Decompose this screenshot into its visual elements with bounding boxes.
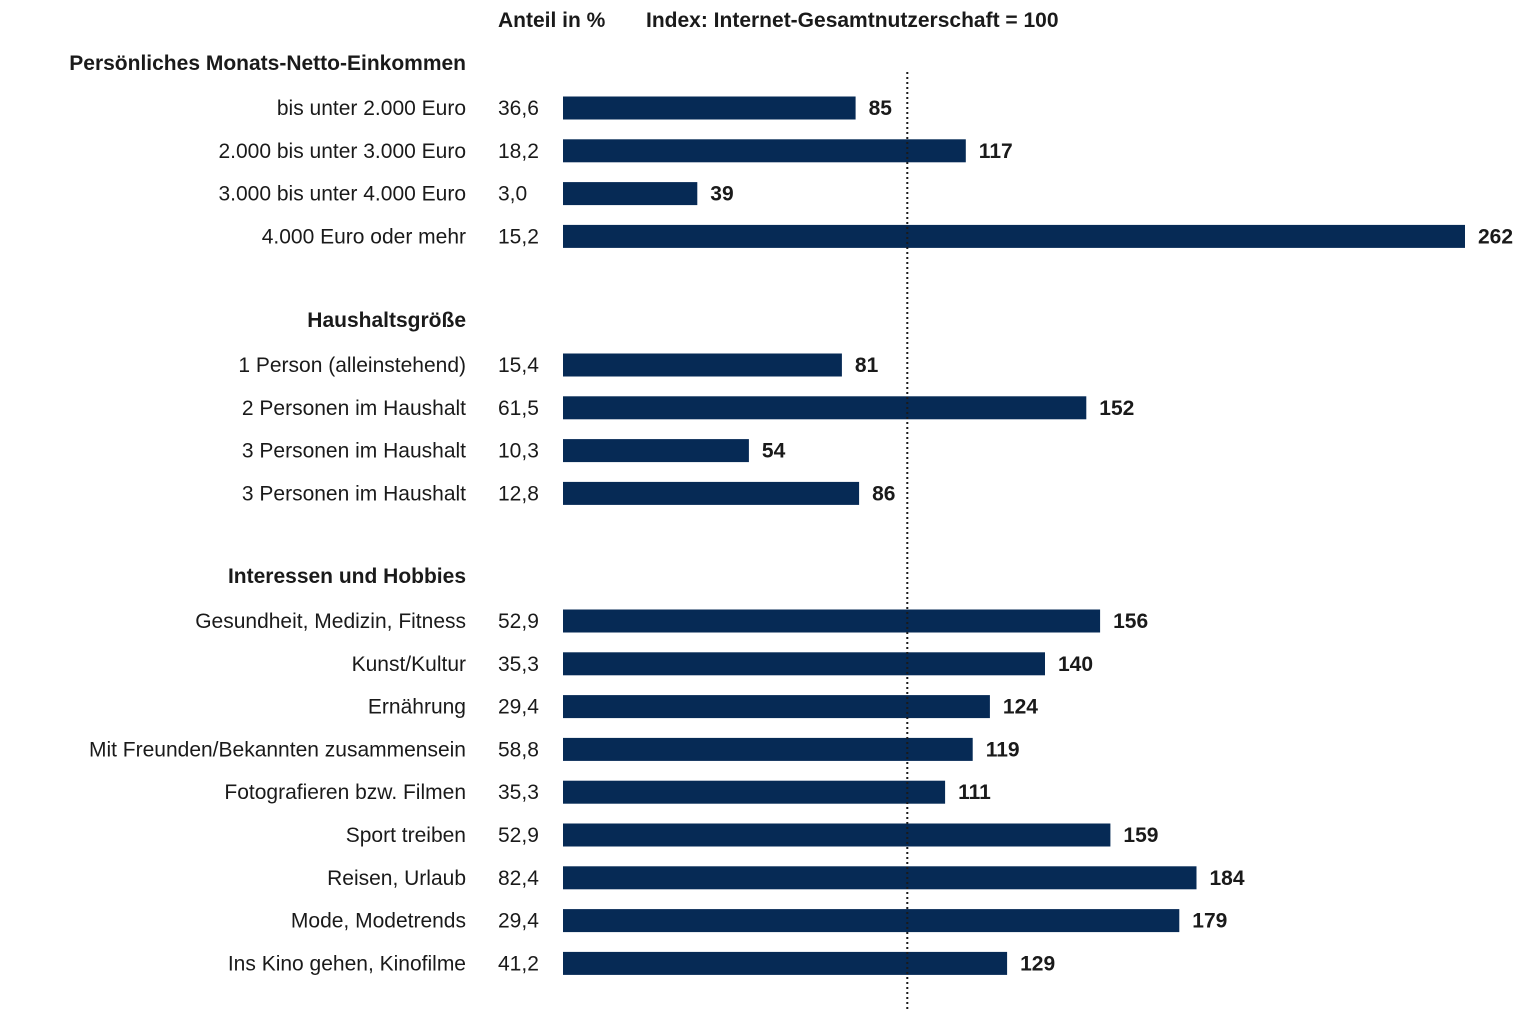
share-value: 35,3 [498,653,539,676]
share-value: 15,4 [498,354,539,377]
category-label: Mode, Modetrends [291,910,466,933]
bar-value-label: 262 [1478,225,1513,248]
share-value: 41,2 [498,952,539,975]
bar-value-label: 140 [1058,653,1093,676]
group-title: Persönliches Monats-Netto-Einkommen [69,52,466,75]
category-label: 3 Personen im Haushalt [242,440,466,463]
bar-value-label: 156 [1113,610,1148,633]
share-value: 52,9 [498,610,539,633]
share-value: 29,4 [498,696,539,719]
bar-value-label: 39 [710,183,733,206]
category-label: Ernährung [368,696,466,719]
category-label: 2.000 bis unter 3.000 Euro [218,140,466,163]
category-label: Gesundheit, Medizin, Fitness [195,610,466,633]
category-label: 2 Personen im Haushalt [242,397,466,420]
category-label: 1 Person (alleinstehend) [238,354,466,377]
share-value: 15,2 [498,225,539,248]
bar [563,695,990,719]
bar [563,396,1087,420]
share-value: 35,3 [498,781,539,804]
category-label: 3 Personen im Haushalt [242,482,466,505]
category-label: Ins Kino gehen, Kinofilme [228,952,466,975]
category-label: Sport treiben [346,824,466,847]
bar [563,951,1008,975]
bar [563,481,860,505]
bar [563,652,1045,676]
bar-value-label: 54 [762,440,786,463]
bar-value-label: 184 [1210,867,1245,890]
plot-area: Persönliches Monats-Netto-Einkommen bis u… [69,52,1513,1009]
share-value: 36,6 [498,97,539,120]
bar-value-label: 119 [986,738,1020,761]
share-value: 12,8 [498,482,539,505]
bar-value-label: 179 [1192,910,1227,933]
bar-value-label: 159 [1123,824,1158,847]
share-column-header: Anteil in % [498,9,606,32]
share-value: 61,5 [498,397,539,420]
bar [563,182,698,206]
group-title: Interessen und Hobbies [228,565,466,588]
bar [563,139,966,163]
bar [563,823,1111,847]
share-value: 3,0 [498,183,527,206]
share-value: 52,9 [498,824,539,847]
bar [563,866,1197,890]
share-value: 18,2 [498,140,539,163]
category-label: Reisen, Urlaub [327,867,466,890]
bar [563,909,1180,933]
bar-value-label: 117 [979,140,1013,163]
bar [563,353,842,377]
bar [563,737,973,761]
share-value: 58,8 [498,738,539,761]
share-value: 29,4 [498,910,539,933]
share-value: 82,4 [498,867,539,890]
bar-value-label: 111 [958,781,991,804]
bar-value-label: 124 [1003,696,1038,719]
bar [563,96,856,120]
index-column-header: Index: Internet-Gesamtnutzerschaft = 100 [646,9,1059,32]
bar-value-label: 85 [869,97,893,120]
bar [563,224,1465,248]
category-label: 3.000 bis unter 4.000 Euro [218,183,466,206]
group-title: Haushaltsgröße [307,309,466,332]
category-label: Mit Freunden/Bekannten zusammensein [89,738,466,761]
bar-value-label: 86 [872,482,895,505]
bar-value-label: 81 [855,354,879,377]
category-label: Fotografieren bzw. Filmen [224,781,466,804]
bar [563,439,749,463]
bar-value-label: 129 [1020,952,1055,975]
share-value: 10,3 [498,440,539,463]
category-label: 4.000 Euro oder mehr [262,225,466,248]
category-label: Kunst/Kultur [352,653,466,676]
category-label: bis unter 2.000 Euro [277,97,466,120]
bar-value-label: 152 [1099,397,1134,420]
bar [563,609,1101,633]
bar [563,780,946,804]
